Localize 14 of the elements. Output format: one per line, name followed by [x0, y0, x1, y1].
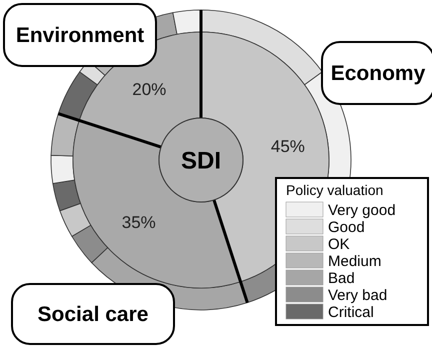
slice-label: Social care — [38, 303, 148, 326]
text: Medium — [328, 253, 382, 270]
text: Bad — [328, 270, 355, 287]
text: Very good — [328, 202, 396, 219]
slice-label: Economy — [330, 62, 426, 85]
text: 20% — [132, 80, 166, 99]
text: Critical — [328, 304, 374, 321]
text: Very bad — [328, 287, 388, 304]
text: 35% — [122, 213, 156, 232]
legend-title: Policy valuation — [286, 182, 384, 198]
text: SDI — [180, 147, 222, 174]
text: 45% — [270, 137, 305, 156]
text: OK — [328, 236, 350, 253]
text: Good — [328, 219, 365, 236]
